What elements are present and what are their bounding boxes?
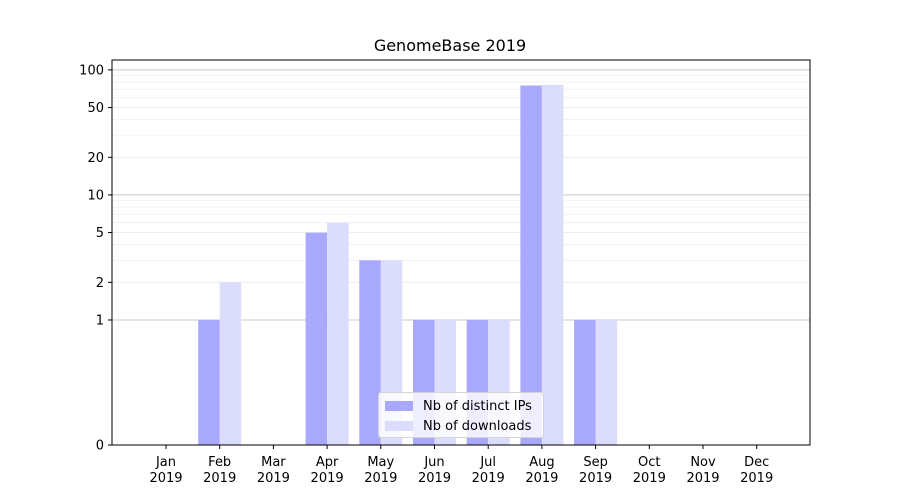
x-tick-label-year: 2019	[579, 471, 612, 486]
legend-label-downloads: Nb of downloads	[423, 418, 532, 434]
y-tick-label: 20	[87, 151, 104, 166]
x-tick-label-month: Dec	[744, 455, 769, 470]
x-tick-label-year: 2019	[633, 471, 666, 486]
bar-downloads	[595, 319, 618, 445]
x-tick-label-month: Nov	[690, 455, 716, 470]
bar-downloads	[541, 84, 564, 445]
x-tick-label-month: Feb	[208, 455, 231, 470]
bar-ips	[359, 260, 381, 445]
x-tick-label-year: 2019	[418, 471, 451, 486]
x-tick-label-month: May	[367, 455, 394, 470]
x-tick-label-month: Apr	[316, 455, 339, 470]
x-tick-label-month: Aug	[529, 455, 554, 470]
legend: Nb of distinct IPs Nb of downloads	[378, 392, 544, 438]
x-tick-label-year: 2019	[740, 471, 773, 486]
y-tick-label: 2	[96, 276, 104, 291]
legend-item-downloads: Nb of downloads	[385, 416, 537, 436]
x-tick-label-month: Jul	[479, 455, 496, 470]
y-tick-label: 0	[96, 439, 104, 454]
y-tick-label: 1	[96, 313, 104, 328]
x-tick-label-month: Jun	[423, 455, 444, 470]
x-tick-label-year: 2019	[149, 471, 182, 486]
x-tick-label-month: Jan	[155, 455, 176, 470]
x-tick-label-month: Mar	[261, 455, 286, 470]
plot-frame	[111, 59, 811, 446]
x-tick-label-month: Sep	[583, 455, 608, 470]
legend-swatch-ips	[385, 401, 413, 411]
bar-ips	[520, 85, 542, 445]
x-tick-label-year: 2019	[364, 471, 397, 486]
x-tick-label-year: 2019	[311, 471, 344, 486]
x-tick-label-year: 2019	[472, 471, 505, 486]
chart-title: GenomeBase 2019	[373, 36, 527, 55]
legend-item-ips: Nb of distinct IPs	[385, 396, 537, 416]
bar-downloads	[219, 282, 242, 445]
x-tick-label-month: Oct	[638, 455, 660, 470]
legend-swatch-downloads	[385, 421, 413, 431]
legend-label-ips: Nb of distinct IPs	[423, 398, 532, 414]
bar-ips	[305, 232, 328, 445]
x-tick-label-year: 2019	[257, 471, 290, 486]
bar-ips	[574, 319, 596, 445]
y-tick-label: 5	[96, 226, 104, 241]
y-tick-label: 10	[87, 188, 104, 203]
y-tick-label: 50	[87, 101, 104, 116]
x-tick-label-year: 2019	[686, 471, 719, 486]
y-tick-label: 100	[79, 63, 104, 78]
bar-downloads	[327, 222, 349, 445]
x-tick-label-year: 2019	[203, 471, 236, 486]
bar-ips	[198, 319, 220, 445]
x-tick-label-year: 2019	[525, 471, 558, 486]
